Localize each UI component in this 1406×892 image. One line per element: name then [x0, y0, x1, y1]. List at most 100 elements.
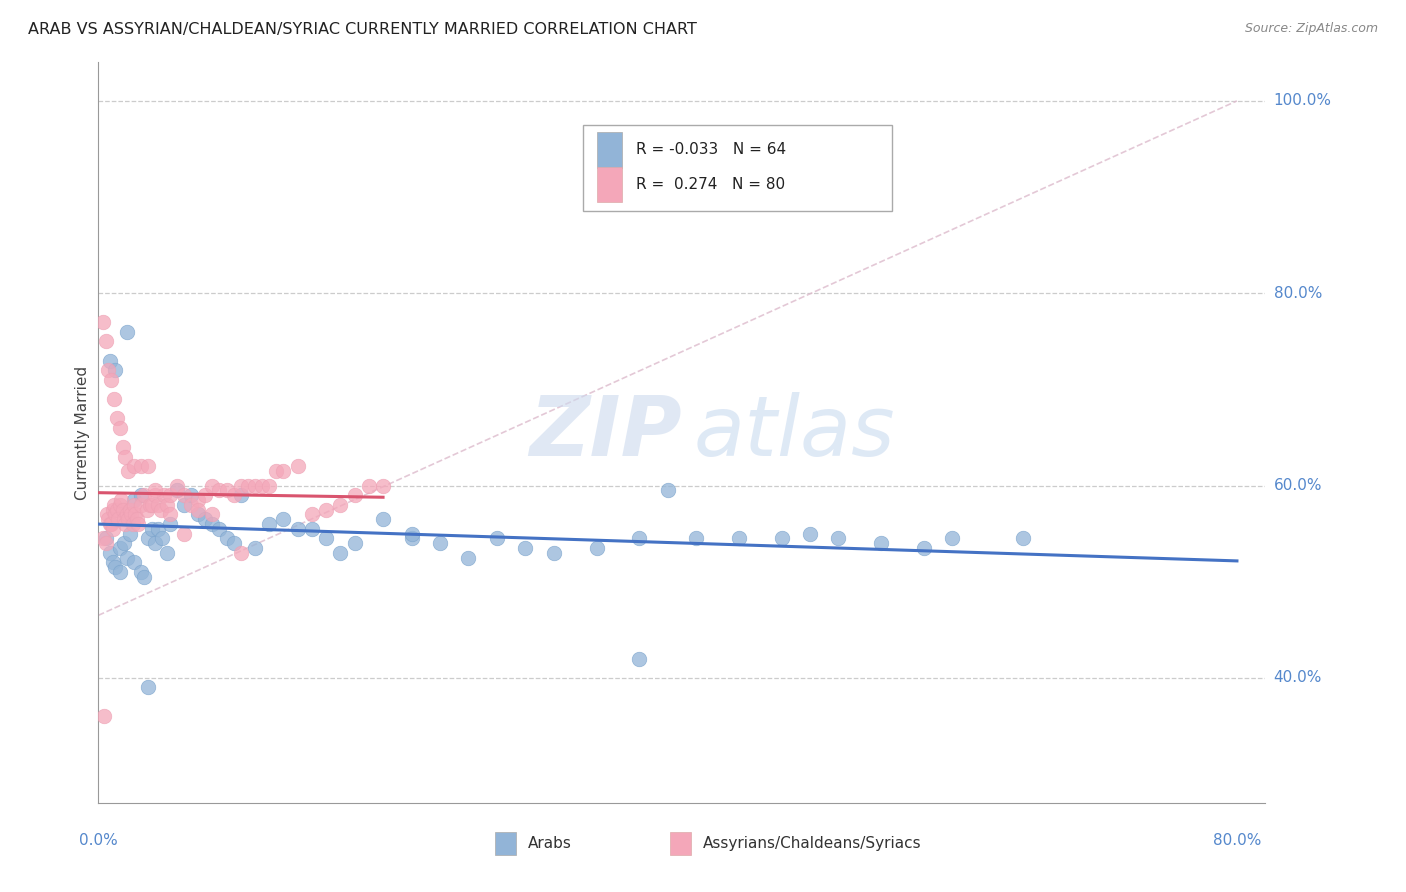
Point — [243, 541, 266, 555]
Point — [628, 532, 651, 546]
FancyBboxPatch shape — [495, 832, 516, 855]
Point — [97, 512, 120, 526]
Point — [173, 498, 195, 512]
Point — [301, 508, 323, 522]
FancyBboxPatch shape — [582, 126, 891, 211]
Point — [201, 478, 224, 492]
Point — [201, 508, 224, 522]
Text: 0.0%: 0.0% — [79, 833, 118, 848]
Point — [153, 488, 176, 502]
Point — [401, 526, 423, 541]
Point — [173, 526, 195, 541]
Text: Source: ZipAtlas.com: Source: ZipAtlas.com — [1244, 22, 1378, 36]
Text: R = -0.033   N = 64: R = -0.033 N = 64 — [637, 143, 786, 157]
Point — [98, 353, 121, 368]
Point — [159, 508, 181, 522]
Point — [401, 532, 423, 546]
Point — [266, 464, 288, 478]
Point — [371, 512, 394, 526]
Point — [194, 512, 217, 526]
Point — [117, 512, 139, 526]
Point — [115, 508, 138, 522]
Point — [121, 516, 143, 531]
Point — [101, 556, 124, 570]
Point — [315, 502, 337, 516]
Point — [97, 363, 120, 377]
Point — [129, 498, 152, 512]
Point — [105, 411, 128, 425]
Text: 100.0%: 100.0% — [1274, 94, 1331, 109]
Point — [91, 532, 114, 546]
Point — [215, 483, 238, 498]
Point — [108, 565, 131, 579]
Point — [115, 550, 138, 565]
Point — [108, 498, 131, 512]
Point — [180, 488, 202, 502]
Point — [152, 532, 174, 546]
Point — [515, 541, 537, 555]
Point — [136, 459, 159, 474]
Point — [94, 334, 117, 349]
FancyBboxPatch shape — [596, 132, 623, 168]
Point — [112, 512, 135, 526]
Point — [114, 450, 136, 464]
Point — [166, 478, 188, 492]
Point — [429, 536, 451, 550]
Point — [103, 498, 125, 512]
Point — [125, 512, 148, 526]
Point — [104, 508, 127, 522]
Point — [148, 522, 170, 536]
Point — [273, 512, 295, 526]
Point — [357, 478, 380, 492]
Point — [129, 459, 152, 474]
Point — [685, 532, 707, 546]
Point — [457, 550, 479, 565]
Point — [101, 522, 124, 536]
Point — [124, 508, 146, 522]
Point — [122, 459, 145, 474]
Point — [301, 522, 323, 536]
FancyBboxPatch shape — [596, 167, 623, 202]
Point — [250, 478, 273, 492]
Point — [912, 541, 935, 555]
Text: 60.0%: 60.0% — [1274, 478, 1322, 493]
Text: ZIP: ZIP — [529, 392, 682, 473]
Point — [129, 488, 152, 502]
Point — [257, 516, 280, 531]
Point — [315, 532, 337, 546]
Point — [201, 516, 224, 531]
Point — [628, 651, 651, 665]
Point — [98, 546, 121, 560]
Point — [127, 516, 149, 531]
Point — [143, 536, 166, 550]
Point — [229, 478, 252, 492]
Point — [156, 498, 179, 512]
Point — [156, 546, 179, 560]
Point — [166, 483, 188, 498]
Y-axis label: Currently Married: Currently Married — [75, 366, 90, 500]
Point — [135, 502, 157, 516]
Point — [141, 522, 163, 536]
Point — [122, 492, 145, 507]
Text: atlas: atlas — [693, 392, 896, 473]
Point — [118, 526, 141, 541]
Point — [187, 502, 209, 516]
Text: 40.0%: 40.0% — [1274, 670, 1322, 685]
Point — [108, 421, 131, 435]
Point — [91, 315, 114, 329]
FancyBboxPatch shape — [671, 832, 692, 855]
Point — [180, 498, 202, 512]
Point — [585, 541, 607, 555]
Point — [329, 498, 352, 512]
Point — [287, 459, 309, 474]
Point — [799, 526, 821, 541]
Point — [657, 483, 679, 498]
Text: ARAB VS ASSYRIAN/CHALDEAN/SYRIAC CURRENTLY MARRIED CORRELATION CHART: ARAB VS ASSYRIAN/CHALDEAN/SYRIAC CURRENT… — [28, 22, 697, 37]
Point — [229, 546, 252, 560]
Point — [111, 440, 134, 454]
Point — [122, 556, 145, 570]
Point — [727, 532, 749, 546]
Point — [100, 516, 122, 531]
Point — [104, 363, 127, 377]
Text: 80.0%: 80.0% — [1213, 833, 1261, 848]
